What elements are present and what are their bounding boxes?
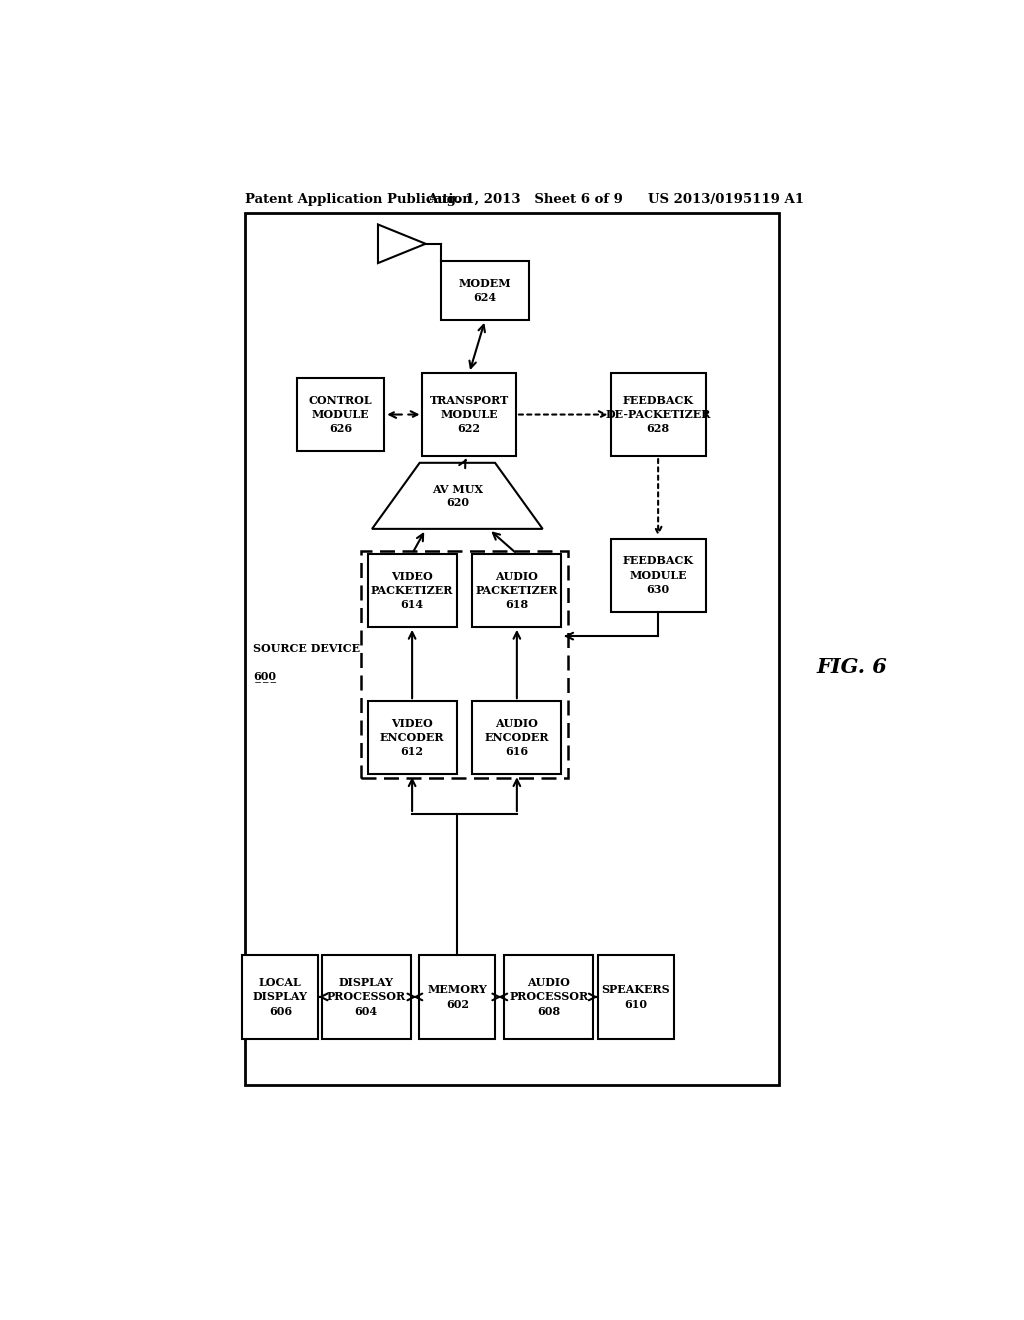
Text: LOCAL
DISPLAY
606: LOCAL DISPLAY 606 [253,977,308,1016]
Bar [243,956,318,1039]
Text: MEMORY
602: MEMORY 602 [427,985,487,1010]
Text: FEEDBACK
DE-PACKETIZER
628: FEEDBACK DE-PACKETIZER 628 [605,395,711,434]
Bar [419,956,496,1039]
Text: Patent Application Publication: Patent Application Publication [246,193,472,206]
Bar [610,372,706,457]
Bar [472,701,561,775]
Bar [441,261,528,319]
Text: VIDEO
ENCODER
612: VIDEO ENCODER 612 [380,718,444,758]
Bar [610,539,706,611]
Text: AUDIO
PACKETIZER
618: AUDIO PACKETIZER 618 [476,570,558,610]
Bar [246,214,779,1085]
Bar [504,956,593,1039]
Bar [322,956,411,1039]
Bar [598,956,674,1039]
Text: TRANSPORT
MODULE
622: TRANSPORT MODULE 622 [430,395,509,434]
Text: AUDIO
PROCESSOR
608: AUDIO PROCESSOR 608 [509,977,588,1016]
Bar [368,701,457,775]
Text: 6̲0̲0̲: 6̲0̲0̲ [253,672,276,682]
Text: SPEAKERS
610: SPEAKERS 610 [601,985,671,1010]
Text: US 2013/0195119 A1: US 2013/0195119 A1 [648,193,804,206]
Bar [360,550,568,779]
Bar [368,554,457,627]
Text: VIDEO
PACKETIZER
614: VIDEO PACKETIZER 614 [371,570,454,610]
Bar [472,554,561,627]
Text: CONTROL
MODULE
626: CONTROL MODULE 626 [309,395,373,434]
Text: Aug. 1, 2013   Sheet 6 of 9: Aug. 1, 2013 Sheet 6 of 9 [427,193,623,206]
Bar [423,372,516,457]
Text: AUDIO
ENCODER
616: AUDIO ENCODER 616 [484,718,549,758]
Text: FEEDBACK
MODULE
630: FEEDBACK MODULE 630 [623,556,693,595]
Text: FIG. 6: FIG. 6 [816,656,887,677]
Text: DISPLAY
PROCESSOR
604: DISPLAY PROCESSOR 604 [327,977,406,1016]
Polygon shape [372,463,543,529]
Bar [297,378,384,451]
Text: AV MUX
620: AV MUX 620 [432,484,483,508]
Text: SOURCE DEVICE: SOURCE DEVICE [253,643,360,653]
Text: MODEM
624: MODEM 624 [459,279,511,304]
